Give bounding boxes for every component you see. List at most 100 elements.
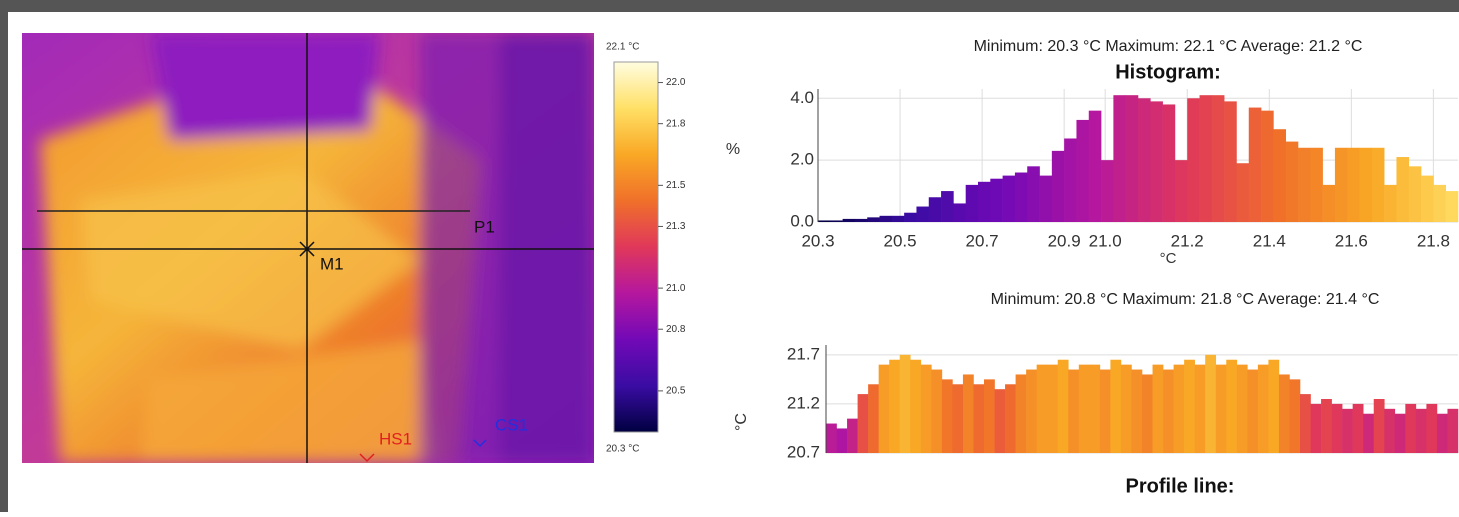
marker-label: P1 [474, 217, 495, 236]
profile-bar [868, 384, 879, 453]
histogram-bar [1002, 175, 1016, 222]
histogram-bar [1224, 101, 1237, 222]
profile-bar [1068, 369, 1080, 453]
chart-subtitle: Minimum: 20.8 °C Maximum: 21.8 °C Averag… [991, 291, 1380, 308]
profile-bar [1226, 359, 1238, 453]
profile-bar [1005, 384, 1016, 453]
profile-bar [1036, 364, 1048, 453]
y-tick-label: 20.7 [787, 442, 820, 461]
profile-bar [1405, 403, 1417, 453]
y-axis-label: °C [733, 413, 750, 431]
profile-bar [1236, 364, 1248, 453]
histogram-bar [1125, 95, 1139, 222]
profile-bar [1089, 364, 1101, 453]
profile-bar [994, 389, 1006, 453]
colorbar: 22.1 °C 20.3 °C 22.0 21.8 21.5 21.3 21.0 20.8 20… [606, 42, 686, 455]
profile-bar [1099, 369, 1111, 453]
histogram-bar [1211, 95, 1225, 222]
profile-bar [1426, 403, 1438, 453]
profile-bar [1342, 408, 1353, 453]
y-tick-label: 21.7 [787, 344, 820, 363]
colorbar-scale [613, 61, 659, 433]
measure-marker [299, 241, 315, 257]
histogram-bar [965, 184, 979, 222]
profile-bar [1120, 364, 1132, 453]
x-tick-label: 20.5 [884, 231, 917, 250]
profile-bar [962, 374, 974, 453]
histogram-bar [953, 203, 966, 222]
histogram-bar [1384, 184, 1397, 222]
hot-spot-marker [359, 453, 375, 463]
window-frame [0, 0, 8, 512]
histogram-bar [1076, 119, 1090, 222]
profile-bar [1057, 359, 1069, 453]
profile-bar [878, 364, 890, 453]
profile-bar [984, 379, 995, 453]
profile-bar [1131, 369, 1143, 453]
histogram-bar [1285, 141, 1299, 222]
profile-bar [1300, 394, 1311, 453]
profile-bar [1026, 369, 1037, 453]
profile-bar [1215, 364, 1227, 453]
histogram-bar [1371, 147, 1385, 222]
window-frame [0, 0, 1459, 12]
profile-bar [952, 384, 964, 453]
profile-bar [941, 379, 953, 453]
histogram-bar [1187, 98, 1200, 222]
profile-bar [1110, 359, 1122, 453]
profile-bar [1163, 369, 1174, 453]
histogram-bar [1298, 147, 1311, 222]
histogram-bar [1027, 166, 1040, 222]
histogram-bar [879, 215, 893, 222]
colorbar-tick-label: 21.5 [666, 180, 686, 191]
y-tick-label: 21.2 [787, 393, 820, 412]
histogram-bar [1261, 110, 1274, 222]
histogram-bar [928, 197, 942, 222]
profile-bar [1384, 408, 1396, 453]
histogram-bar [941, 191, 954, 222]
marker-label: HS1 [379, 429, 412, 448]
histogram-bar [904, 212, 917, 222]
profile-bar [1373, 399, 1385, 453]
profile-bar [910, 359, 922, 453]
histogram-bar [1396, 157, 1410, 222]
histogram-bar [818, 220, 831, 222]
x-tick-label: 21.0 [1089, 231, 1122, 250]
histogram-bar [1322, 184, 1336, 222]
colorbar-tick-label: 21.8 [666, 118, 686, 129]
profile-bar [1247, 369, 1259, 453]
histogram-bar [1334, 147, 1348, 222]
x-tick-label: 20.3 [801, 231, 834, 250]
profile-bar [1194, 364, 1206, 453]
histogram-bar [891, 215, 905, 222]
histogram-bar [1162, 104, 1176, 222]
profile-bar [1205, 354, 1217, 453]
y-tick-label: 0.0 [790, 211, 814, 230]
profile-bar [1257, 364, 1269, 453]
profile-bar [973, 384, 985, 453]
histogram-bar [1113, 95, 1126, 222]
histogram-bar [1174, 160, 1188, 222]
profile-bar [1152, 364, 1164, 453]
x-tick-label: 21.2 [1171, 231, 1204, 250]
y-axis-label: % [726, 141, 740, 158]
x-tick-label: 20.9 [1048, 231, 1081, 250]
histogram-bar [1199, 95, 1213, 222]
histogram-bar [1408, 166, 1422, 222]
histogram-bar [978, 181, 991, 222]
histogram-bar [1310, 147, 1323, 222]
histogram-bar [854, 218, 868, 222]
profile-bar [1184, 359, 1195, 453]
profile-bar [1142, 374, 1153, 453]
profile-bar [1047, 364, 1059, 453]
profile-bar [889, 359, 901, 453]
profile-bar [1436, 413, 1448, 453]
colorbar-tick-label: 21.0 [666, 283, 686, 294]
histogram-bar [916, 206, 930, 222]
histogram-bar [1088, 110, 1102, 222]
colorbar-tick-label: 20.5 [666, 386, 686, 397]
profile-bar [1078, 364, 1090, 453]
profile-bar [1352, 403, 1364, 453]
y-tick-label: 2.0 [790, 150, 814, 169]
